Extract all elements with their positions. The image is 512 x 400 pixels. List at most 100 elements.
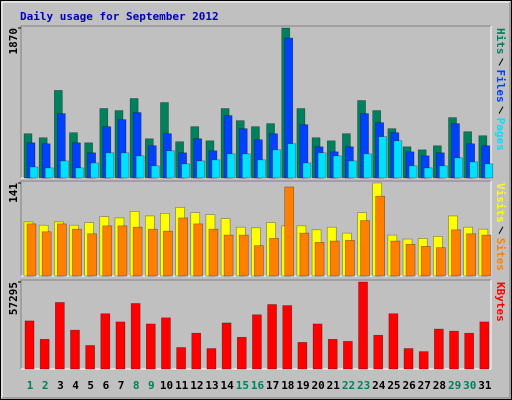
x-tick-label: 4 bbox=[72, 379, 79, 392]
x-tick-label: 16 bbox=[251, 379, 265, 392]
bar bbox=[390, 240, 401, 277]
bar bbox=[388, 313, 399, 370]
x-tick-label: 14 bbox=[221, 379, 235, 392]
x-tick-label: 29 bbox=[448, 379, 461, 392]
bar bbox=[449, 330, 459, 370]
bar bbox=[132, 226, 143, 277]
bar bbox=[375, 195, 386, 277]
chart-title: Daily usage for September 2012 bbox=[20, 10, 219, 23]
legend-label: KBytes bbox=[494, 282, 507, 322]
bar bbox=[479, 321, 490, 370]
bar bbox=[464, 332, 474, 370]
bar bbox=[434, 328, 444, 370]
x-tick-label: 28 bbox=[433, 379, 446, 392]
bar bbox=[39, 339, 50, 370]
x-tick-label: 25 bbox=[387, 379, 400, 392]
bar bbox=[451, 229, 461, 277]
bar bbox=[373, 334, 384, 370]
bar bbox=[405, 244, 416, 277]
bar bbox=[418, 351, 429, 370]
x-tick-label: 18 bbox=[281, 379, 294, 392]
bar bbox=[41, 231, 52, 277]
y-tick-label: 141 bbox=[7, 183, 20, 203]
bar bbox=[267, 304, 277, 370]
x-tick-label: 22 bbox=[342, 379, 355, 392]
x-tick-label: 23 bbox=[357, 379, 370, 392]
bar bbox=[87, 233, 97, 277]
bar bbox=[238, 234, 249, 277]
bar bbox=[282, 305, 293, 370]
x-tick-label: 7 bbox=[118, 379, 125, 392]
bar bbox=[55, 302, 65, 370]
bar bbox=[193, 223, 204, 277]
bar bbox=[252, 314, 262, 370]
bar bbox=[208, 228, 219, 277]
legend-separator bbox=[498, 106, 504, 114]
bar bbox=[196, 160, 206, 179]
bar bbox=[178, 217, 188, 277]
bar bbox=[135, 155, 145, 179]
bar bbox=[287, 143, 297, 179]
bar bbox=[254, 245, 264, 277]
bar bbox=[329, 240, 340, 277]
x-tick-label: 27 bbox=[418, 379, 431, 392]
bar bbox=[469, 161, 478, 179]
bar bbox=[206, 348, 217, 370]
bar bbox=[176, 347, 186, 370]
x-tick-label: 17 bbox=[266, 379, 279, 392]
legend-separator bbox=[498, 226, 504, 234]
bar bbox=[85, 345, 95, 370]
bar bbox=[332, 155, 342, 179]
x-tick-label: 11 bbox=[175, 379, 189, 392]
x-tick-label: 13 bbox=[205, 379, 218, 392]
bar bbox=[272, 149, 281, 179]
bar bbox=[420, 246, 431, 277]
bar bbox=[166, 150, 175, 179]
bar bbox=[439, 165, 448, 179]
bar bbox=[454, 157, 463, 179]
legend-label: Sites bbox=[494, 238, 507, 271]
bar bbox=[408, 165, 418, 179]
bar bbox=[120, 152, 130, 179]
panel-bevel-dark bbox=[20, 180, 491, 276]
x-tick-label: 12 bbox=[190, 379, 203, 392]
bar bbox=[345, 240, 355, 277]
bar bbox=[327, 339, 338, 370]
bar bbox=[343, 341, 353, 370]
bar bbox=[181, 163, 190, 179]
x-tick-label: 26 bbox=[402, 379, 416, 392]
x-tick-label: 9 bbox=[148, 379, 155, 392]
bar bbox=[241, 153, 251, 179]
bar bbox=[72, 228, 82, 277]
bar bbox=[269, 238, 279, 277]
bar bbox=[100, 313, 111, 370]
bar bbox=[117, 225, 128, 277]
bar bbox=[393, 140, 403, 179]
panel-bevel-dark bbox=[20, 279, 491, 369]
legend-label: Pages bbox=[494, 118, 507, 151]
bar bbox=[257, 159, 266, 179]
x-tick-label: 1 bbox=[27, 379, 34, 392]
bar bbox=[75, 167, 84, 179]
bar bbox=[481, 234, 492, 277]
panel-bevel-dark bbox=[20, 25, 491, 178]
x-tick-label: 30 bbox=[463, 379, 476, 392]
y-tick-label: 57295 bbox=[7, 282, 20, 315]
bar bbox=[130, 303, 141, 370]
x-tick-label: 8 bbox=[133, 379, 140, 392]
bar bbox=[115, 321, 126, 370]
x-tick-label: 15 bbox=[236, 379, 249, 392]
bar bbox=[312, 323, 323, 370]
bar bbox=[358, 281, 368, 370]
bar bbox=[90, 162, 99, 179]
bar bbox=[147, 228, 158, 277]
bar bbox=[57, 223, 67, 277]
bar bbox=[436, 247, 446, 277]
bar bbox=[363, 153, 372, 179]
bar bbox=[378, 136, 388, 179]
x-tick-label: 10 bbox=[160, 379, 173, 392]
x-tick-label: 24 bbox=[372, 379, 386, 392]
